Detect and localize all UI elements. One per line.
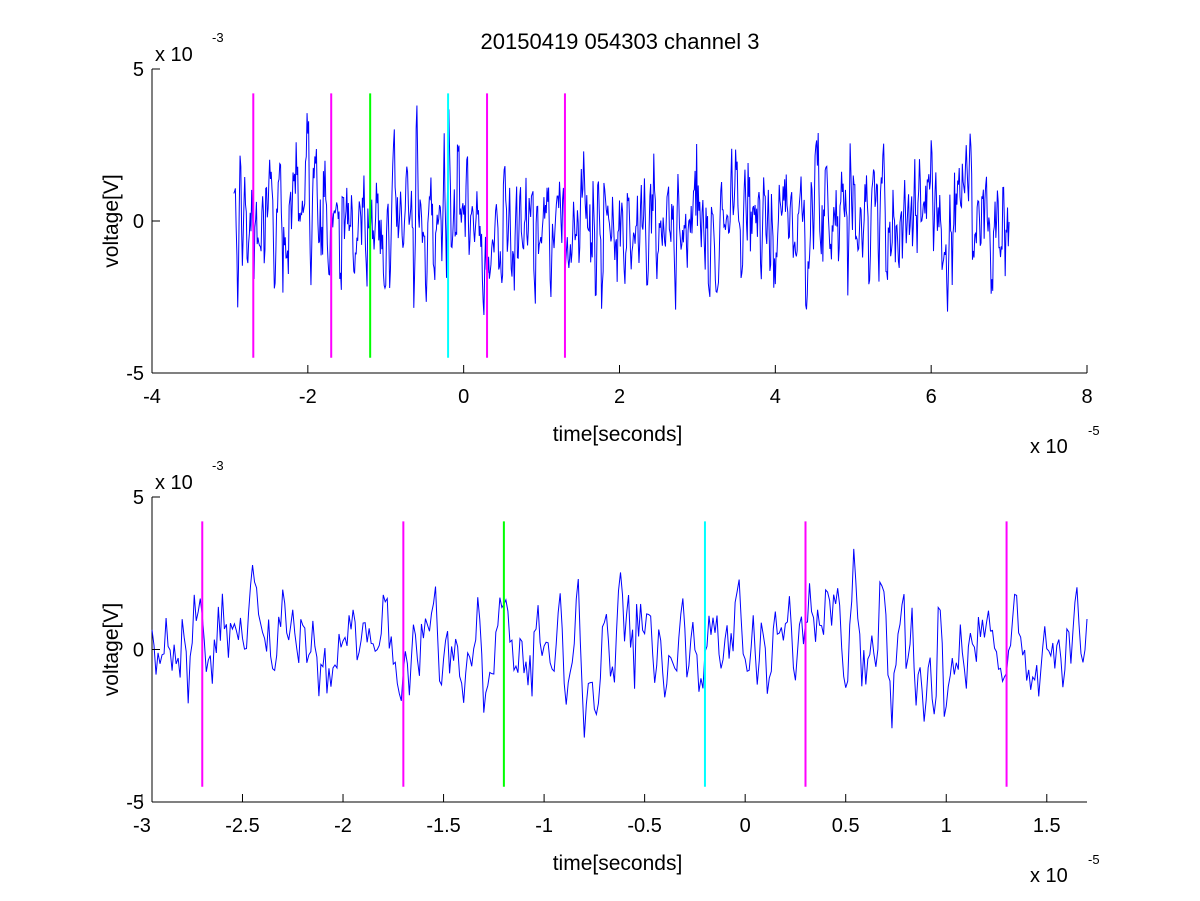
signal-trace: [233, 105, 1010, 316]
y-multiplier-exponent: -3: [212, 458, 224, 473]
x-tick-label: 6: [926, 386, 937, 408]
y-tick-label: 0: [133, 640, 144, 662]
signal-trace: [151, 548, 1088, 738]
x-axis-label: time[seconds]: [553, 423, 683, 446]
y-multiplier: x 10: [155, 44, 193, 66]
bottom-plot: -3 -2.5 -2 -1.5 -1 -0.5 0 0.5 1 1.5 -5 0 5 time[secon…: [100, 458, 1100, 887]
x-tick-label: 2: [614, 386, 625, 408]
x-multiplier: x 10: [1030, 865, 1068, 887]
x-tick-label: -1.5: [426, 815, 460, 837]
y-multiplier-exponent: -3: [212, 30, 224, 45]
x-tick-label: 1.5: [1033, 815, 1061, 837]
x-tick-label: -2: [299, 386, 317, 408]
y-axis-label: voltage[V]: [100, 603, 123, 696]
y-axis-label: voltage[V]: [100, 174, 123, 267]
x-tick-label: 4: [770, 386, 781, 408]
x-multiplier-exponent: -5: [1088, 852, 1100, 867]
x-tick-label: -0.5: [627, 815, 661, 837]
y-tick-label: 5: [133, 59, 144, 81]
y-tick-label: 0: [133, 211, 144, 233]
y-tick-label: -5: [126, 363, 144, 385]
top-plot: -4 -2 0 2 4 6 8 -5 0 5 time[seconds] voltage[V] x 10…: [100, 30, 1100, 458]
x-tick-label: -1: [535, 815, 553, 837]
x-tick-label: 8: [1081, 386, 1092, 408]
x-tick-label: 0.5: [832, 815, 860, 837]
y-multiplier: x 10: [155, 472, 193, 494]
x-tick-label: 0: [740, 815, 751, 837]
x-tick-label: -2.5: [225, 815, 259, 837]
x-tick-label: -2: [334, 815, 352, 837]
y-tick-label: -5: [126, 792, 144, 814]
y-tick-label: 5: [133, 487, 144, 509]
x-tick-label: 1: [941, 815, 952, 837]
x-tick-label: 0: [458, 386, 469, 408]
x-axis-label: time[seconds]: [553, 852, 683, 875]
x-multiplier-exponent: -5: [1088, 423, 1100, 438]
x-tick-label: -4: [143, 386, 161, 408]
x-multiplier: x 10: [1030, 436, 1068, 458]
chart-title: 20150419 054303 channel 3: [481, 29, 760, 54]
x-tick-label: -3: [133, 815, 151, 837]
